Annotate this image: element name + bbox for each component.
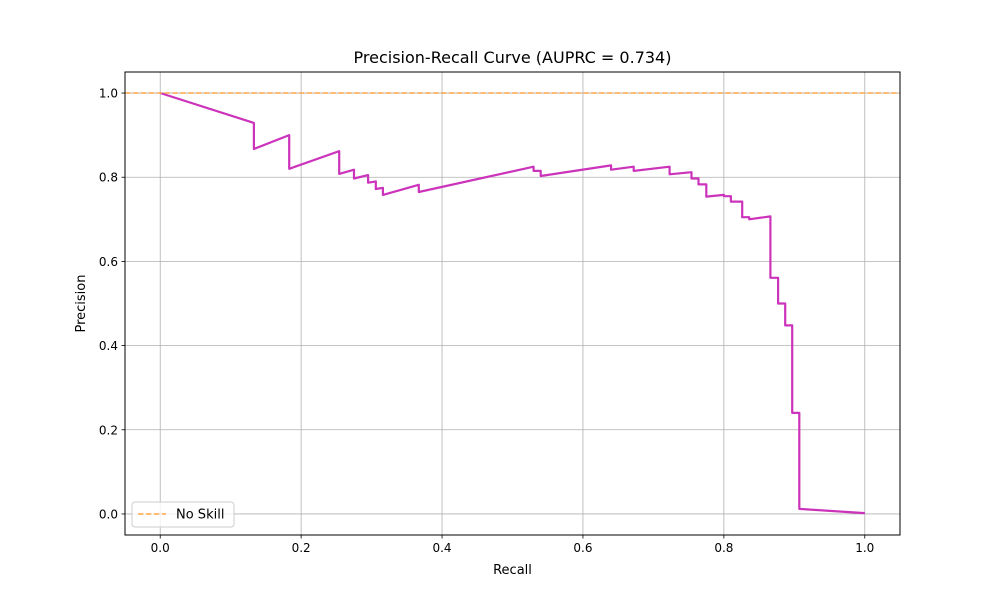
y-tick-label: 0.0 — [99, 507, 118, 521]
plot-frame — [124, 71, 901, 536]
legend-label-no-skill: No Skill — [176, 508, 224, 523]
x-tick-label: 0.2 — [292, 541, 311, 555]
x-tick-label: 0.6 — [573, 541, 592, 555]
series-layer — [125, 91, 900, 515]
y-axis-label: Precision — [74, 274, 89, 332]
y-tick-label: 1.0 — [99, 87, 118, 101]
x-tick-label: 0.8 — [714, 541, 733, 555]
x-tick-label: 0.0 — [151, 541, 170, 555]
y-tick-label: 0.6 — [99, 255, 118, 269]
legend: No Skill — [131, 501, 235, 528]
legend-box — [131, 501, 235, 528]
chart-title: Precision-Recall Curve (AUPRC = 0.734) — [354, 48, 672, 67]
y-tick-label: 0.2 — [99, 423, 118, 437]
tick-layer: 0.0 0.2 0.4 0.6 0.8 1.0 0.0 0.2 0.4 0.6 0.8 1.0 — [99, 87, 874, 555]
y-tick-label: 0.4 — [99, 339, 118, 353]
x-axis-label: Recall — [493, 563, 532, 578]
x-tick-label: 1.0 — [855, 541, 874, 555]
y-tick-label: 0.8 — [99, 171, 118, 185]
x-tick-label: 0.4 — [432, 541, 451, 555]
pr-curve-line — [159, 91, 865, 515]
